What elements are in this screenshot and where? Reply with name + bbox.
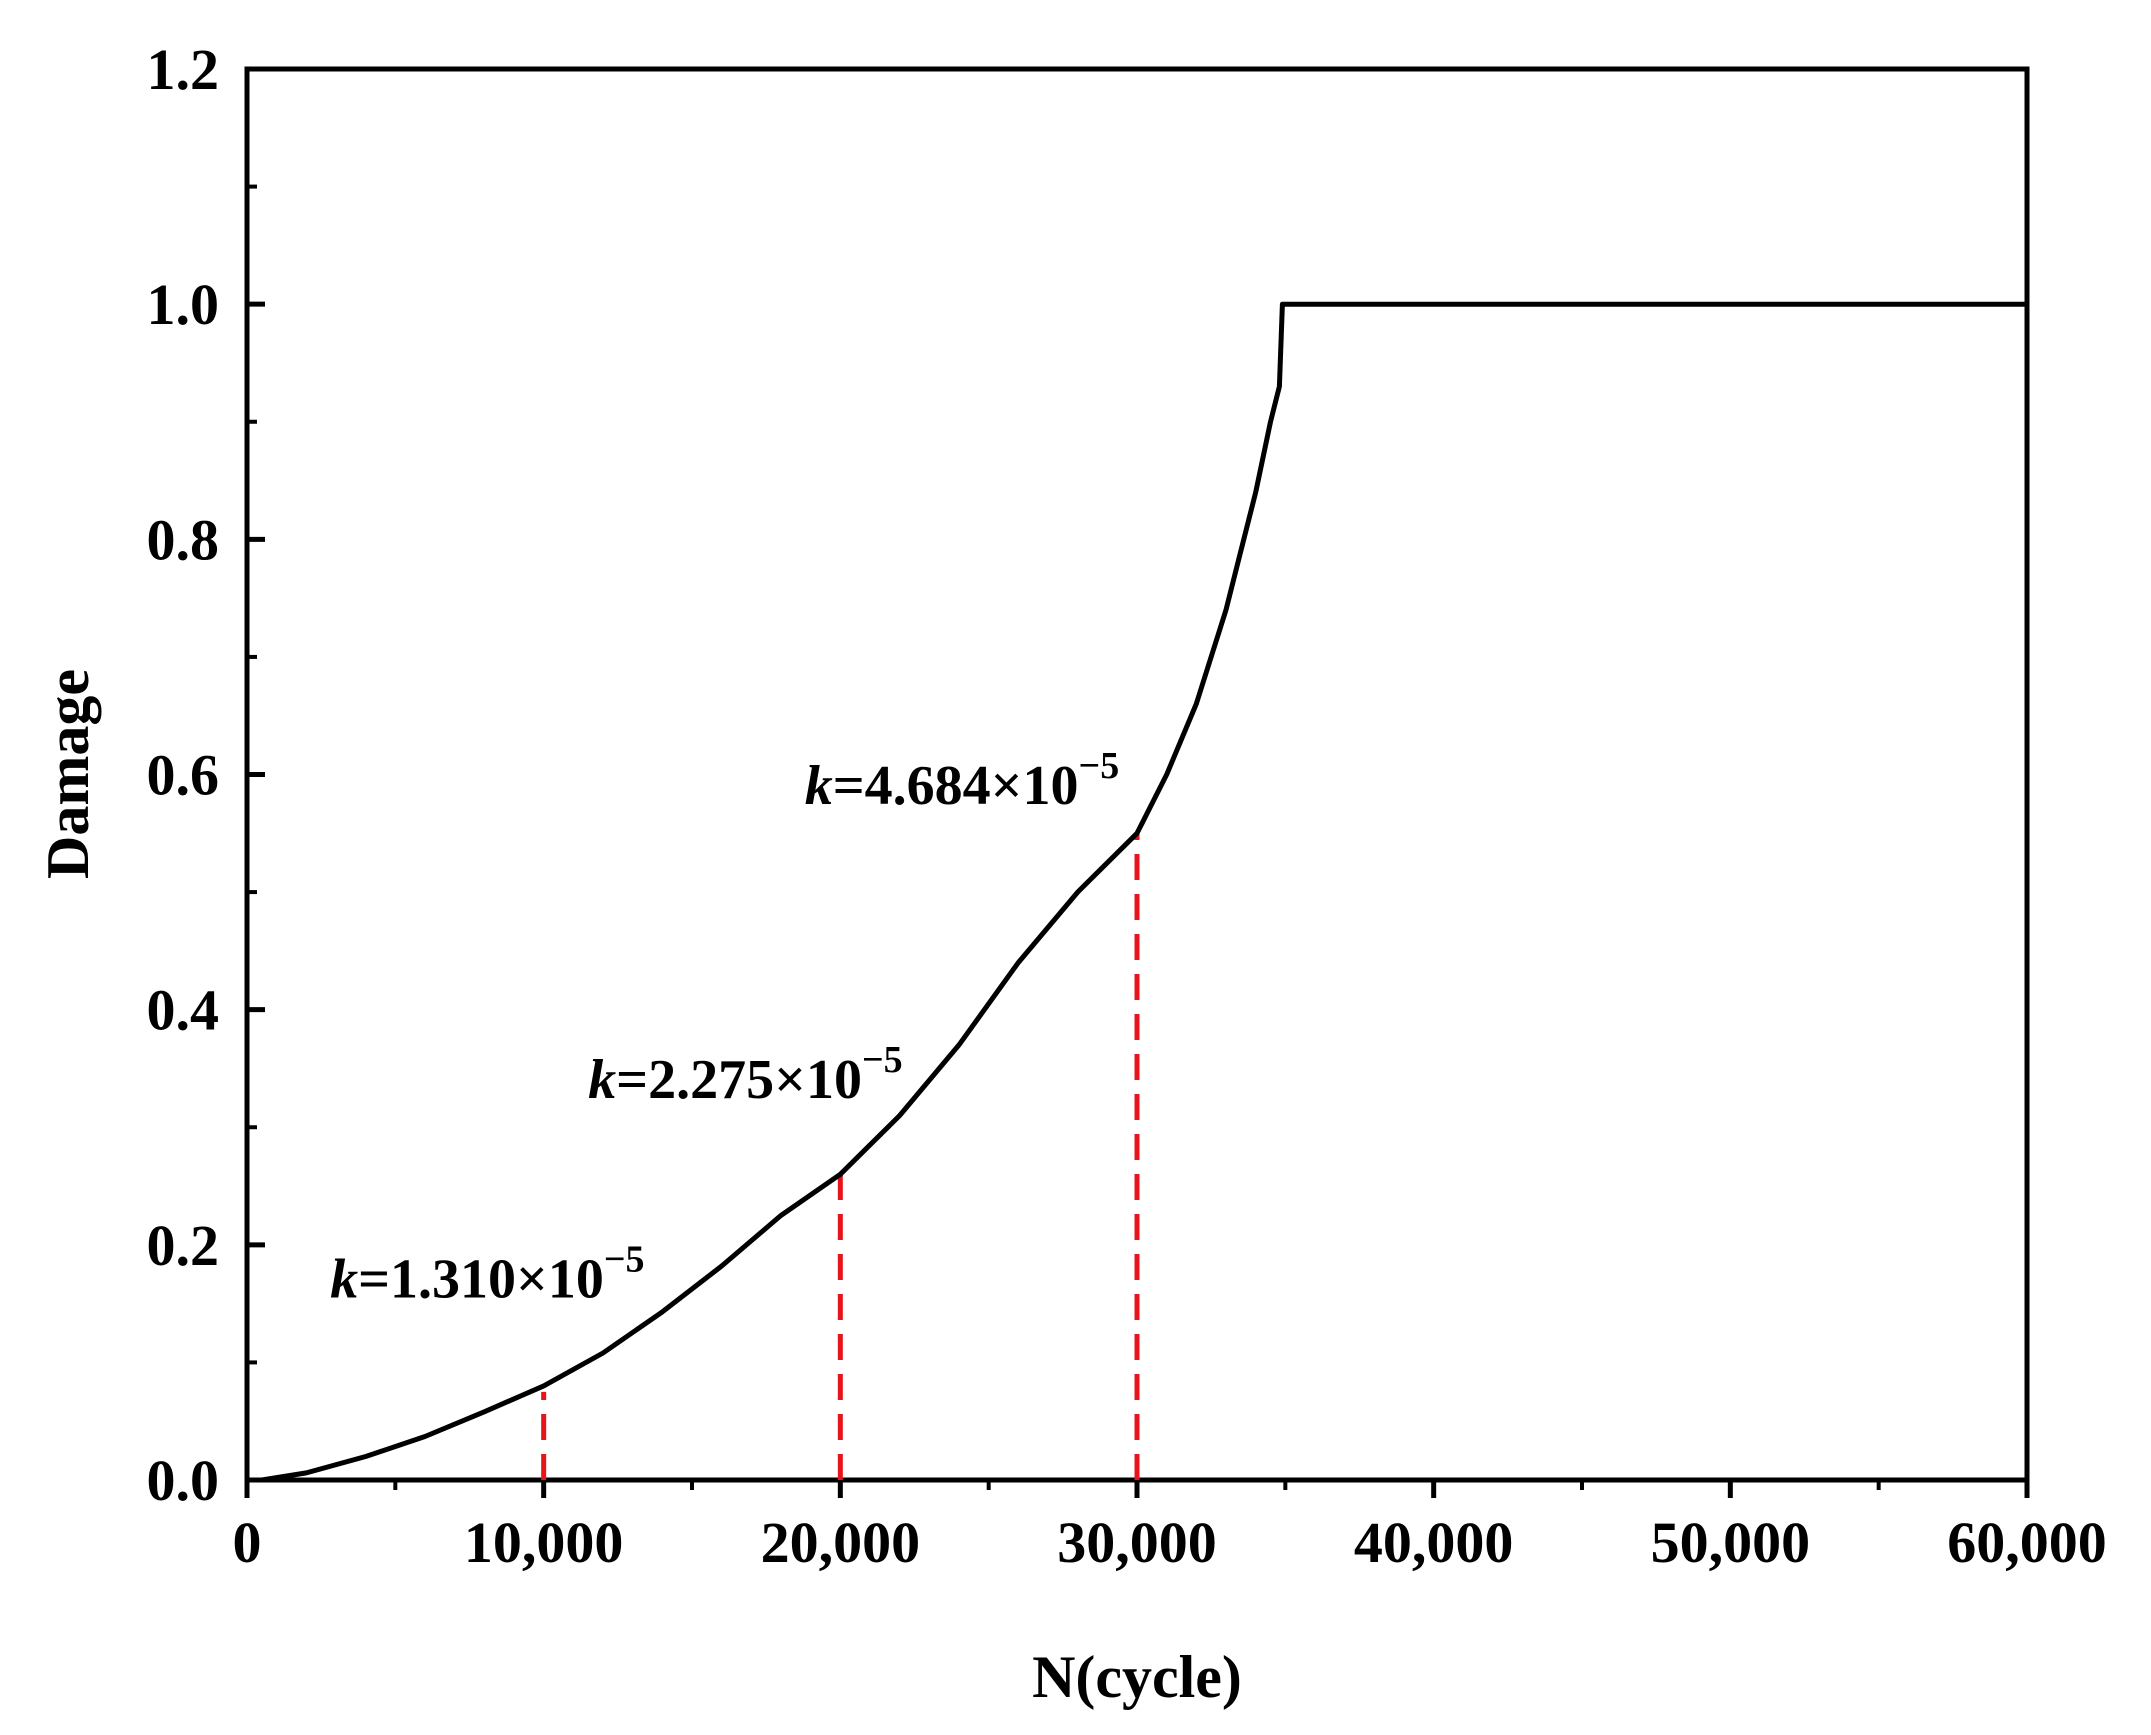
k-annotation: k=2.275×10−5 — [588, 1039, 902, 1111]
x-tick-label: 50,000 — [1651, 1510, 1811, 1575]
x-tick-label: 40,000 — [1354, 1510, 1514, 1575]
series-group — [261, 301, 2027, 1483]
y-tick-label: 0.0 — [147, 1448, 220, 1513]
x-tick-label: 20,000 — [761, 1510, 921, 1575]
x-tick-label: 30,000 — [1057, 1510, 1217, 1575]
y-tick-label: 1.0 — [147, 272, 220, 337]
y-axis-title: Damage — [35, 669, 101, 879]
marker-lines — [541, 833, 1140, 1480]
y-tick-label: 0.8 — [147, 507, 220, 572]
y-tick-label: 0.2 — [147, 1213, 220, 1278]
x-axis-title: N(cycle) — [1032, 1644, 1242, 1710]
y-tick-label: 0.4 — [147, 978, 220, 1043]
x-axis-ticks: 0 10,000 20,000 30,000 40,000 50,000 60,000 — [233, 1480, 2107, 1575]
x-tick-label: 0 — [233, 1510, 262, 1575]
y-tick-label: 1.2 — [147, 37, 220, 102]
x-tick-label: 60,000 — [1947, 1510, 2107, 1575]
k-annotation: k=1.310×10−5 — [330, 1239, 644, 1311]
k-annotation: k=4.684×10−5 — [805, 745, 1119, 817]
y-axis-ticks: 0.0 0.2 0.4 0.6 0.8 1.0 1.2 — [147, 37, 265, 1513]
y-tick-label: 0.6 — [147, 743, 220, 808]
damage-curve — [261, 301, 2027, 1483]
x-tick-label: 10,000 — [464, 1510, 624, 1575]
annotations: k=1.310×10−5 k=2.275×10−5 k=4.684×10−5 — [330, 745, 1119, 1311]
